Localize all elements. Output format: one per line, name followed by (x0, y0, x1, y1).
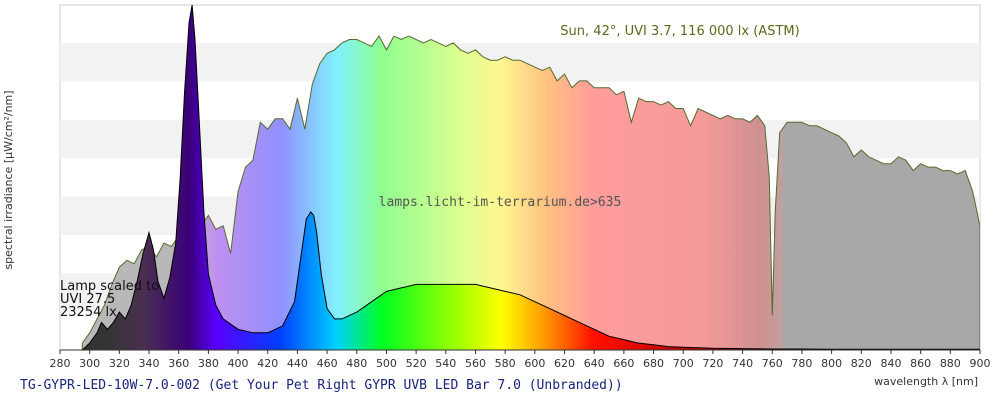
lamp-label-line-1: Lamp scaled to (60, 279, 159, 294)
lamp-spectrum-area (81, 5, 980, 350)
y-axis-label: spectral irradiance [µW/cm²/nm] (2, 90, 15, 269)
watermark: lamps.licht-im-terrarium.de>635 (379, 195, 622, 210)
x-tick-label: 780 (791, 357, 812, 370)
x-tick-label: 680 (643, 357, 664, 370)
x-tick-label: 540 (435, 357, 456, 370)
x-tick-label: 300 (79, 357, 100, 370)
lamp-label-line-2: UVI 27.5 (60, 292, 115, 307)
x-tick-label: 820 (851, 357, 872, 370)
x-tick-label: 460 (317, 357, 338, 370)
x-tick-label: 760 (762, 357, 783, 370)
x-tick-label: 740 (732, 357, 753, 370)
x-tick-label: 340 (139, 357, 160, 370)
x-tick-label: 700 (673, 357, 694, 370)
x-tick-label: 660 (613, 357, 634, 370)
x-axis-label: wavelength λ [nm] (874, 375, 978, 388)
x-tick-label: 500 (376, 357, 397, 370)
sun-label: Sun, 42°, UVI 3.7, 116 000 lx (ASTM) (560, 24, 799, 39)
x-tick-label: 900 (970, 357, 991, 370)
x-tick-label: 520 (406, 357, 427, 370)
x-tick-label: 600 (524, 357, 545, 370)
x-tick-label: 440 (287, 357, 308, 370)
x-tick-label: 620 (554, 357, 575, 370)
x-tick-label: 580 (495, 357, 516, 370)
chart-title: TG-GYPR-LED-10W-7.0-002 (Get Your Pet Ri… (20, 378, 623, 393)
lamp-label-line-3: 23254 lx (60, 305, 117, 320)
x-tick-label: 380 (198, 357, 219, 370)
x-tick-label: 840 (880, 357, 901, 370)
x-tick-label: 720 (702, 357, 723, 370)
x-axis-ticks: 280 300 320 340 360 380 400 420 440 460 480 500 520 5… (50, 350, 991, 370)
x-tick-label: 400 (228, 357, 249, 370)
x-tick-label: 480 (346, 357, 367, 370)
x-tick-label: 560 (465, 357, 486, 370)
x-tick-label: 420 (257, 357, 278, 370)
x-tick-label: 280 (50, 357, 71, 370)
x-tick-label: 860 (910, 357, 931, 370)
x-tick-label: 800 (821, 357, 842, 370)
x-tick-label: 360 (168, 357, 189, 370)
x-tick-label: 320 (109, 357, 130, 370)
x-tick-label: 880 (940, 357, 961, 370)
x-tick-label: 640 (584, 357, 605, 370)
